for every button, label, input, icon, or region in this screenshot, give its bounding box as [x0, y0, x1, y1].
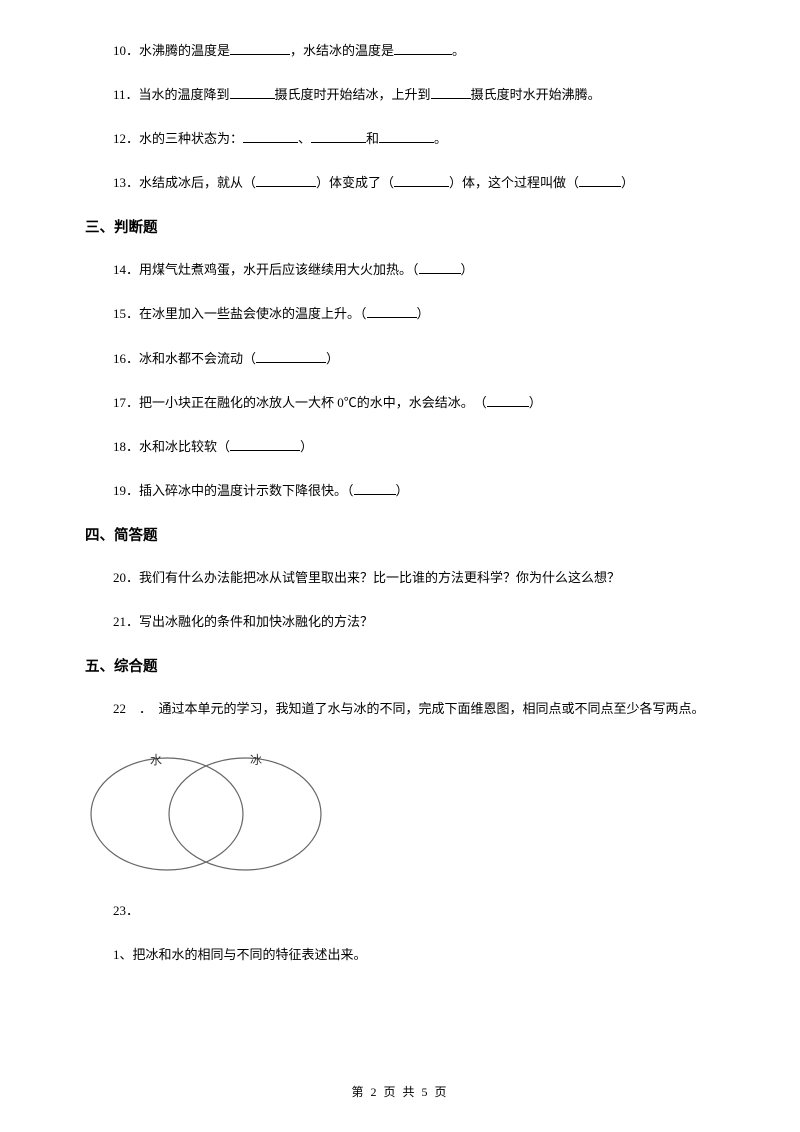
blank[interactable] [394, 174, 449, 188]
text: ．水结成冰后，就从（ [126, 175, 256, 190]
question-14: 14．用煤气灶煮鸡蛋，水开后应该继续用大火加热。（ ） [85, 259, 715, 281]
text: ．在冰里加入一些盐会使冰的温度上升。（ [126, 306, 367, 321]
qnum: 22 [113, 701, 126, 716]
text: ．当水的温度降到 [126, 87, 230, 102]
qnum: 20 [113, 570, 126, 585]
question-23: 23． [85, 900, 715, 922]
question-13: 13．水结成冰后，就从（ ）体变成了（ ）体，这个过程叫做（ ） [85, 172, 715, 194]
venn-diagram: 水 冰 [85, 742, 715, 882]
blank[interactable] [579, 174, 621, 188]
text: 。 [434, 131, 447, 146]
blank[interactable] [243, 130, 298, 144]
text: ） [621, 175, 634, 190]
question-12: 12．水的三种状态为： 、 和 。 [85, 128, 715, 150]
question-21: 21．写出冰融化的条件和加快冰融化的方法？ [85, 611, 715, 633]
question-22: 22 ． 通过本单元的学习，我知道了水与冰的不同，完成下面维恩图，相同点或不同点… [85, 698, 715, 720]
question-15: 15．在冰里加入一些盐会使冰的温度上升。（ ） [85, 303, 715, 325]
text: ） [417, 306, 430, 321]
blank[interactable] [230, 85, 275, 99]
text: ．冰和水都不会流动（ [126, 351, 256, 366]
blank[interactable] [379, 130, 434, 144]
question-10: 10．水沸腾的温度是 ，水结冰的温度是 。 [85, 40, 715, 62]
text: ．我们有什么办法能把冰从试管里取出来？比一比谁的方法更科学？你为什么这么想？ [126, 570, 620, 585]
qnum: 17 [113, 395, 126, 410]
blank[interactable] [354, 481, 396, 495]
section-5-header: 五、综合题 [85, 655, 715, 676]
qnum: 19 [113, 483, 126, 498]
qnum: 15 [113, 306, 126, 321]
question-18: 18．水和冰比较软（ ） [85, 436, 715, 458]
qnum: 18 [113, 439, 126, 454]
qnum: 11 [113, 87, 126, 102]
question-23-1: 1、把冰和水的相同与不同的特征表述出来。 [85, 944, 715, 966]
text: ．水和冰比较软（ [126, 439, 230, 454]
qnum: 23 [113, 903, 126, 918]
question-20: 20．我们有什么办法能把冰从试管里取出来？比一比谁的方法更科学？你为什么这么想？ [85, 567, 715, 589]
blank[interactable] [230, 41, 290, 55]
qnum: 10 [113, 43, 126, 58]
text: ．把一小块正在融化的冰放人一大杯 0℃的水中，水会结冰。 （ [126, 395, 487, 410]
question-17: 17．把一小块正在融化的冰放人一大杯 0℃的水中，水会结冰。 （ ） [85, 392, 715, 414]
section-3-header: 三、判断题 [85, 216, 715, 237]
text: ） [461, 262, 474, 277]
question-16: 16．冰和水都不会流动（ ） [85, 348, 715, 370]
text: ）体，这个过程叫做（ [449, 175, 579, 190]
qnum: 13 [113, 175, 126, 190]
blank[interactable] [256, 349, 326, 363]
text: ．写出冰融化的条件和加快冰融化的方法？ [126, 614, 373, 629]
section-4-header: 四、简答题 [85, 524, 715, 545]
blank[interactable] [419, 261, 461, 275]
text: ）体变成了（ [316, 175, 394, 190]
text: ．水的三种状态为： [126, 131, 243, 146]
qnum: 12 [113, 131, 126, 146]
text: ） [326, 351, 339, 366]
blank[interactable] [256, 174, 316, 188]
question-19: 19．插入碎冰中的温度计示数下降很快。（ ） [85, 480, 715, 502]
blank[interactable] [431, 85, 471, 99]
text: 摄氏度时开始结冰，上升到 [275, 87, 431, 102]
venn-right-label: 冰 [250, 753, 262, 767]
text: 和 [366, 131, 379, 146]
blank[interactable] [230, 437, 300, 451]
venn-left-label: 水 [150, 753, 162, 767]
text: 。 [452, 43, 465, 58]
blank[interactable] [367, 305, 417, 319]
text: ．插入碎冰中的温度计示数下降很快。（ [126, 483, 354, 498]
text: 、 [298, 131, 311, 146]
blank[interactable] [311, 130, 366, 144]
qnum: 16 [113, 351, 126, 366]
question-11: 11．当水的温度降到 摄氏度时开始结冰，上升到 摄氏度时水开始沸腾。 [85, 84, 715, 106]
page-footer: 第 2 页 共 5 页 [0, 1083, 800, 1100]
text: ） [300, 439, 313, 454]
text: ，水结冰的温度是 [290, 43, 394, 58]
text: ． [126, 903, 139, 918]
text: 摄氏度时水开始沸腾。 [471, 87, 601, 102]
blank[interactable] [487, 393, 529, 407]
qnum: 21 [113, 614, 126, 629]
blank[interactable] [394, 41, 452, 55]
text: ．水沸腾的温度是 [126, 43, 230, 58]
text: ） [529, 395, 542, 410]
text: ． 通过本单元的学习，我知道了水与冰的不同，完成下面维恩图，相同点或不同点至少各… [126, 701, 705, 716]
text: ） [396, 483, 409, 498]
text: ．用煤气灶煮鸡蛋，水开后应该继续用大火加热。（ [126, 262, 419, 277]
qnum: 14 [113, 262, 126, 277]
